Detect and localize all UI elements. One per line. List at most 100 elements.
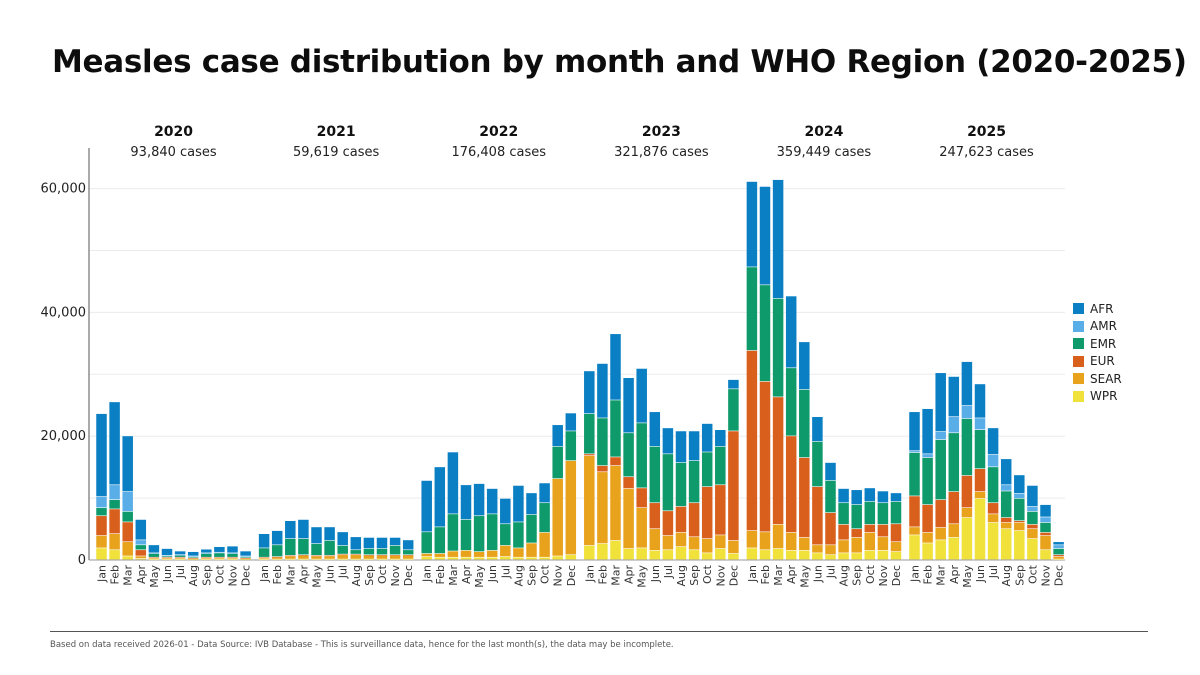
bar-2021-Jun <box>324 527 335 560</box>
bar-segment-emr <box>350 550 362 554</box>
bar-segment-sear <box>961 508 973 518</box>
bar-2025-Sep <box>1014 475 1025 560</box>
bar-segment-afr <box>1014 475 1025 494</box>
bar-segment-sear <box>227 558 238 559</box>
bar-segment-eur <box>688 503 700 537</box>
x-tick-label: May <box>148 565 161 588</box>
x-tick-label: Jun <box>161 565 174 583</box>
bar-segment-afr <box>1000 459 1012 485</box>
x-tick-label: Dec <box>727 565 740 586</box>
bar-segment-wpr <box>759 550 771 560</box>
bar-segment-sear <box>214 558 225 559</box>
bar-segment-emr <box>746 267 758 351</box>
bar-segment-afr <box>350 537 362 550</box>
bar-segment-emr <box>526 514 537 543</box>
x-tick-label: Aug <box>838 565 851 586</box>
bar-segment-sear <box>759 532 771 550</box>
bar-segment-afr <box>109 402 120 485</box>
bar-segment-emr <box>460 519 472 551</box>
bar-segment-afr <box>636 368 647 423</box>
bar-segment-eur <box>675 506 687 533</box>
bar-segment-sear <box>987 514 999 523</box>
legend-item-sear: SEAR <box>1073 370 1122 388</box>
bar-segment-eur <box>909 496 920 527</box>
x-tick-label: Nov <box>389 565 402 587</box>
year-cases-total: 93,840 cases <box>130 145 217 160</box>
bar-segment-afr <box>271 530 283 545</box>
x-tick-label: Jul <box>499 565 512 579</box>
bar-segment-wpr <box>122 556 133 560</box>
legend-item-afr: AFR <box>1073 300 1122 318</box>
bar-2020-Aug <box>187 551 199 560</box>
bar-segment-eur <box>376 555 388 556</box>
bar-2025-Jul <box>987 428 999 560</box>
bar-segment-emr <box>1053 548 1064 555</box>
bar-segment-afr <box>877 491 889 503</box>
bar-2020-Jun <box>161 548 173 560</box>
bar-segment-eur <box>350 554 362 555</box>
bar-2020-Jul <box>174 551 186 560</box>
bar-2020-Feb <box>109 402 120 560</box>
bar-segment-sear <box>350 555 362 559</box>
bar-segment-sear <box>402 555 414 559</box>
bar-segment-wpr <box>174 559 186 560</box>
bar-segment-wpr <box>701 553 713 560</box>
bar-segment-emr <box>434 527 446 554</box>
bar-2025-Apr <box>948 376 960 560</box>
bar-segment-afr <box>486 488 498 514</box>
bar-segment-afr <box>1040 504 1051 517</box>
bar-segment-afr <box>187 551 199 556</box>
bar-segment-sear <box>948 524 960 538</box>
bar-2021-Sep <box>363 537 375 560</box>
bar-segment-eur <box>851 529 862 538</box>
bar-segment-wpr <box>636 548 647 560</box>
x-tick-label: Jan <box>746 565 759 583</box>
bar-segment-sear <box>337 555 348 559</box>
bar-segment-afr <box>214 547 225 552</box>
x-tick-label: Mar <box>447 565 460 586</box>
x-tick-label: Apr <box>948 565 961 585</box>
bar-segment-eur <box>597 465 608 472</box>
x-tick-label: Sep <box>200 565 213 586</box>
x-tick-label: Mar <box>772 565 785 586</box>
x-tick-label: May <box>961 565 974 588</box>
bar-segment-eur <box>746 350 758 531</box>
year-group-2022 <box>421 413 577 560</box>
bar-segment-wpr <box>935 540 946 560</box>
bar-segment-sear <box>597 472 608 544</box>
bar-segment-emr <box>597 418 608 466</box>
bar-segment-wpr <box>421 556 432 560</box>
year-label: 2023 <box>642 124 681 140</box>
bar-segment-emr <box>909 452 920 496</box>
bar-segment-afr <box>851 490 862 505</box>
bar-segment-afr <box>240 551 251 556</box>
bar-segment-emr <box>513 522 524 548</box>
bars <box>96 179 1064 560</box>
legend-label: AFR <box>1090 301 1114 316</box>
bar-segment-afr <box>552 425 563 447</box>
x-tick-label: Apr <box>135 565 148 585</box>
x-tick-label: Nov <box>552 565 565 587</box>
x-tick-label: Dec <box>402 565 415 586</box>
bar-segment-sear <box>799 537 810 551</box>
bar-segment-amr <box>214 552 225 554</box>
bar-segment-sear <box>935 527 946 540</box>
bar-segment-eur <box>148 557 160 559</box>
bar-2021-Oct <box>376 537 388 560</box>
bar-segment-emr <box>623 433 634 477</box>
bar-segment-emr <box>728 389 739 431</box>
bar-segment-eur <box>636 488 647 508</box>
bar-segment-wpr <box>324 559 335 560</box>
bar-segment-eur <box>728 431 739 541</box>
bar-segment-afr <box>376 537 388 549</box>
x-tick-label: Feb <box>922 565 935 584</box>
x-tick-label: May <box>636 565 649 588</box>
bar-segment-amr <box>961 405 973 419</box>
bar-segment-wpr <box>1053 559 1064 560</box>
bar-segment-afr <box>285 521 296 539</box>
bar-segment-emr <box>376 548 388 555</box>
bar-segment-afr <box>746 181 758 267</box>
bar-segment-sear <box>298 555 309 559</box>
bar-segment-emr <box>214 553 225 557</box>
